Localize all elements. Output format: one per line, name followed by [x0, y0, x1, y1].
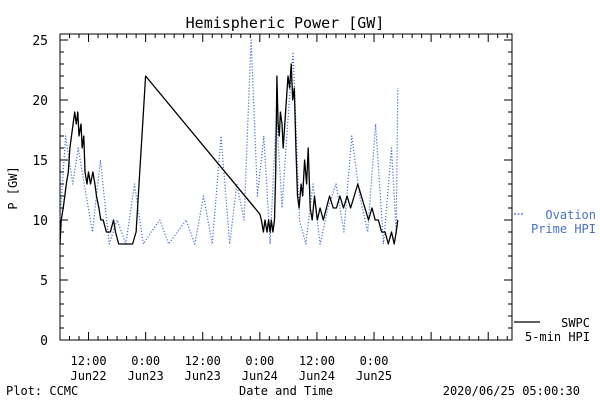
y-tick-label: 20: [32, 94, 48, 109]
y-tick-label: 15: [32, 154, 48, 169]
plot-timestamp: 2020/06/25 05:00:30: [443, 384, 580, 398]
y-tick-label: 0: [40, 334, 48, 349]
x-tick-label-date: Jun23: [128, 369, 164, 383]
y-tick-label: 25: [32, 34, 48, 49]
x-tick-label-time: 0:00: [360, 354, 389, 368]
y-axis-label: P [GW]: [6, 166, 20, 209]
x-tick-label-date: Jun24: [242, 369, 278, 383]
plot-area: [59, 33, 513, 341]
legend-label-swpc: SWPC: [561, 316, 590, 330]
plot-credit: Plot: CCMC: [6, 384, 78, 398]
x-tick-label-time: 12:00: [299, 354, 335, 368]
x-axis-label: Date and Time: [239, 384, 333, 398]
y-tick-label: 10: [32, 214, 48, 229]
x-tick-label-date: Jun25: [356, 369, 392, 383]
x-axis: 12:00Jun220:00Jun2312:00Jun230:00Jun2412…: [59, 34, 508, 383]
y-axis: 0 5 10 15 20 25: [32, 34, 512, 349]
x-tick-label-date: Jun22: [70, 369, 106, 383]
chart-title: Hemispheric Power [GW]: [186, 14, 385, 32]
series-layer: [59, 39, 399, 245]
x-tick-label-time: 0:00: [131, 354, 160, 368]
legend-label-ovation: Ovation: [545, 208, 596, 222]
x-tick-label-date: Jun24: [299, 369, 335, 383]
x-tick-label-time: 12:00: [185, 354, 221, 368]
swpc-hpi-line: [59, 63, 399, 245]
y-tick-label: 5: [40, 274, 48, 289]
ovation-prime-hpi-line: [59, 39, 399, 245]
legend-label-swpc: 5-min HPI: [525, 330, 590, 344]
x-tick-label-date: Jun23: [185, 369, 221, 383]
legend-label-ovation: Prime HPI: [531, 222, 596, 236]
x-tick-label-time: 0:00: [245, 354, 274, 368]
x-tick-label-time: 12:00: [70, 354, 106, 368]
